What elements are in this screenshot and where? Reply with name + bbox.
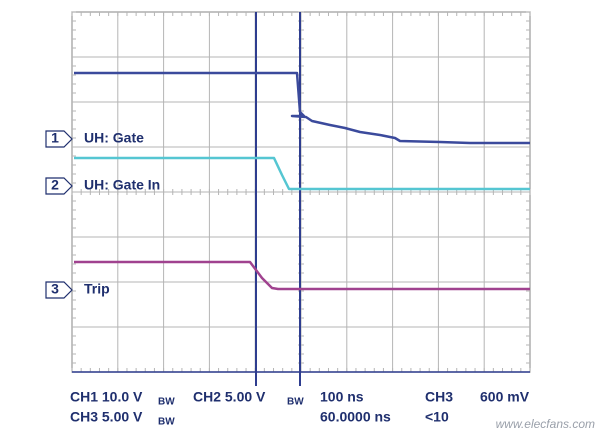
readout: BW <box>287 397 304 408</box>
ch2-trace <box>74 156 530 191</box>
readout: 600 mV <box>480 389 530 405</box>
channel-label: Trip <box>84 281 110 297</box>
ch1-trace <box>74 71 530 145</box>
channel-label: UH: Gate <box>84 130 144 146</box>
watermark: www.elecfans.com <box>496 417 595 431</box>
ch1-marker: 1 <box>45 130 73 148</box>
readout: CH1 10.0 V <box>70 389 143 405</box>
channel-number: 2 <box>51 177 59 193</box>
readout: BW <box>158 397 175 408</box>
readout: 100 ns <box>320 389 364 405</box>
ch3-trace <box>74 260 530 291</box>
readout: 60.0000 ns <box>320 409 391 425</box>
readout: BW <box>158 417 175 428</box>
readout: CH3 <box>425 389 453 405</box>
readout: CH3 5.00 V <box>70 409 143 425</box>
channel-number: 3 <box>51 281 59 297</box>
channel-number: 1 <box>51 130 59 146</box>
channel-label: UH: Gate In <box>84 177 160 193</box>
readout: CH2 5.00 V <box>193 389 266 405</box>
readout: <10 <box>425 409 449 425</box>
ch2-marker: 2 <box>45 177 73 195</box>
ch3-marker: 3 <box>45 281 73 299</box>
